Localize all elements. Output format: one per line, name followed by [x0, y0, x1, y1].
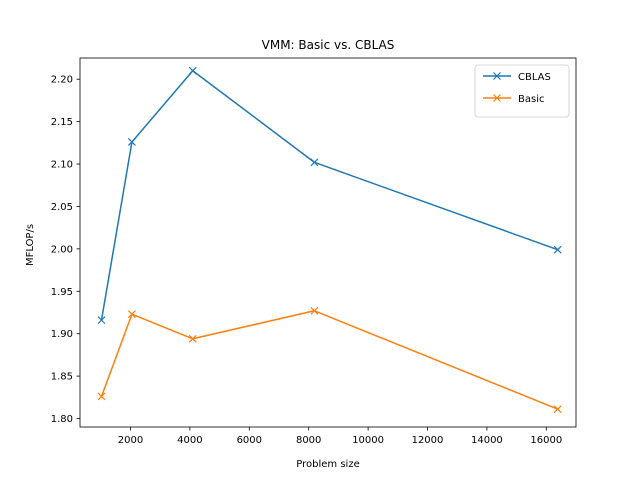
y-tick-label: 2.10 — [51, 160, 73, 171]
chart-title: VMM: Basic vs. CBLAS — [262, 38, 395, 52]
data-point-cblas — [97, 316, 106, 325]
x-tick-label: 16000 — [530, 435, 562, 446]
x-axis-label: Problem size — [296, 459, 359, 470]
legend-label-cblas: CBLAS — [518, 72, 551, 83]
y-tick-label: 2.20 — [51, 75, 73, 86]
y-tick-label: 1.95 — [51, 287, 73, 298]
y-tick-label: 1.85 — [51, 372, 73, 383]
data-point-cblas — [188, 66, 197, 75]
data-point-basic — [127, 310, 136, 319]
x-tick-label: 4000 — [177, 435, 202, 446]
x-tick-label: 2000 — [118, 435, 143, 446]
data-point-cblas — [127, 138, 136, 146]
data-point-basic — [553, 405, 562, 414]
y-tick-label: 1.80 — [51, 414, 73, 425]
x-tick-label: 14000 — [471, 435, 503, 446]
x-tick-label: 10000 — [352, 435, 384, 446]
y-tick-label: 1.90 — [51, 329, 73, 340]
data-point-cblas — [310, 158, 319, 167]
data-point-basic — [188, 334, 197, 343]
axes: 2000 4000 6000 8000 10000 12000 14000 16000 1.80… — [51, 57, 577, 446]
x-tick-label: 12000 — [412, 435, 444, 446]
legend: CBLAS Basic — [474, 64, 570, 118]
axes-frame — [79, 57, 577, 428]
x-tick-label: 6000 — [237, 435, 262, 446]
y-axis-label: MFLOP/s — [25, 224, 36, 266]
legend-marker-basic — [493, 94, 501, 102]
y-tick-label: 2.05 — [51, 202, 73, 213]
data-point-basic — [97, 392, 106, 401]
data-point-cblas — [553, 245, 562, 254]
x-tick-label: 8000 — [296, 435, 321, 446]
y-tick-label: 2.00 — [51, 244, 73, 255]
plot-area — [97, 66, 562, 414]
legend-marker-cblas — [493, 72, 501, 80]
legend-label-basic: Basic — [518, 94, 544, 105]
data-point-basic — [310, 306, 319, 315]
y-tick-label: 2.15 — [51, 117, 73, 128]
